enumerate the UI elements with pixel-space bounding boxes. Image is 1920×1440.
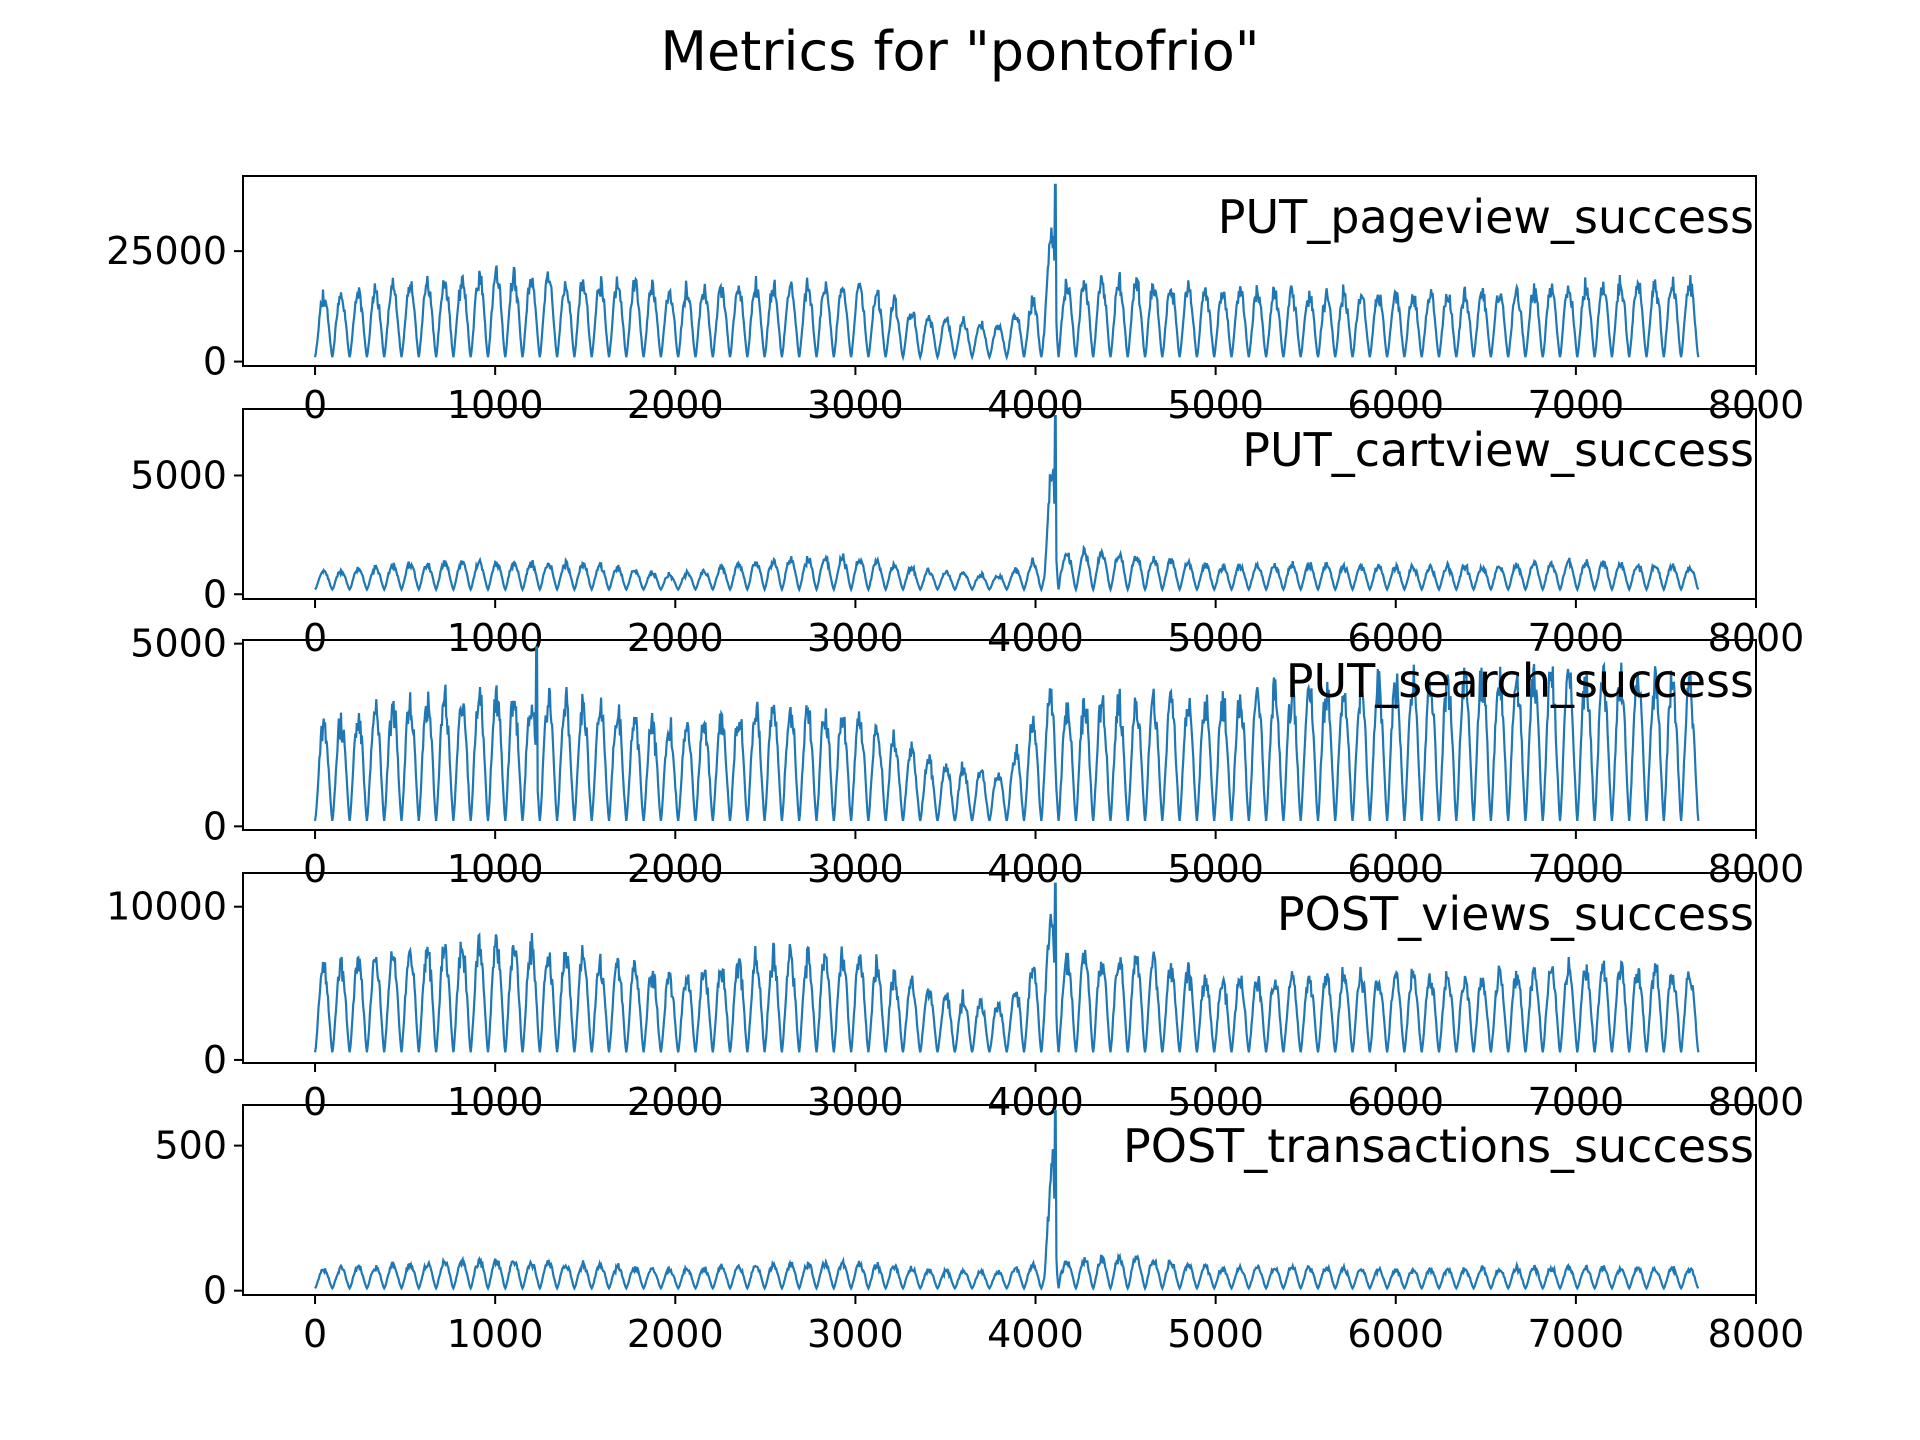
x-tick-label: 0 xyxy=(303,1080,327,1124)
x-tick-label: 1000 xyxy=(447,1080,544,1124)
y-tick-label: 500 xyxy=(154,1124,227,1168)
x-tick-label: 3000 xyxy=(807,847,904,891)
x-tick-label: 1000 xyxy=(447,1312,544,1356)
axes-frame xyxy=(242,639,1757,831)
x-tick-label: 7000 xyxy=(1528,383,1625,427)
x-tick-label: 7000 xyxy=(1528,1080,1625,1124)
x-tick-label: 4000 xyxy=(987,1312,1084,1356)
series-label: PUT_search_success xyxy=(1286,654,1754,708)
x-tick-label: 6000 xyxy=(1347,847,1444,891)
x-tick-label: 0 xyxy=(303,1312,327,1356)
series-label: PUT_pageview_success xyxy=(1218,190,1754,244)
x-tick-label: 3000 xyxy=(807,1080,904,1124)
series-label: POST_transactions_success xyxy=(1123,1119,1754,1173)
x-tick-label: 4000 xyxy=(987,1080,1084,1124)
y-tick-label: 25000 xyxy=(106,229,227,273)
x-tick-label: 5000 xyxy=(1167,847,1264,891)
x-tick-label: 2000 xyxy=(627,1080,724,1124)
x-tick-label: 4000 xyxy=(987,616,1084,660)
x-tick-label: 7000 xyxy=(1528,616,1625,660)
y-tick-label: 10000 xyxy=(106,885,227,929)
axes-frame xyxy=(242,175,1757,367)
axes-frame xyxy=(242,1104,1757,1296)
x-tick-label: 6000 xyxy=(1347,616,1444,660)
x-tick-label: 3000 xyxy=(807,383,904,427)
series-line xyxy=(313,882,1700,1053)
x-tick-label: 5000 xyxy=(1167,616,1264,660)
axes-frame xyxy=(242,408,1757,600)
x-tick-label: 5000 xyxy=(1167,1312,1264,1356)
y-tick-label: 5000 xyxy=(130,622,227,666)
subplot-5: 0 1000 2000 3000 4000 5000 6000 7000 8000 0 500 POS… xyxy=(154,1104,1805,1356)
x-tick-label: 7000 xyxy=(1528,847,1625,891)
x-tick-label: 1000 xyxy=(447,847,544,891)
x-tick-label: 1000 xyxy=(447,616,544,660)
x-tick-label: 2000 xyxy=(627,616,724,660)
x-tick-label: 0 xyxy=(303,847,327,891)
x-tick-label: 5000 xyxy=(1167,383,1264,427)
series-line xyxy=(313,646,1700,822)
y-tick-label: 0 xyxy=(203,572,227,616)
series-line xyxy=(314,1109,1700,1292)
x-tick-label: 6000 xyxy=(1347,1312,1444,1356)
x-tick-label: 5000 xyxy=(1167,1080,1264,1124)
x-tick-label: 2000 xyxy=(627,847,724,891)
x-tick-label: 6000 xyxy=(1347,1080,1444,1124)
x-tick-label: 6000 xyxy=(1347,383,1444,427)
x-tick-label: 8000 xyxy=(1708,1312,1805,1356)
x-tick-label: 1000 xyxy=(447,383,544,427)
x-tick-label: 2000 xyxy=(627,1312,724,1356)
x-tick-label: 7000 xyxy=(1528,1312,1625,1356)
subplot-3: 0 1000 2000 3000 4000 5000 6000 7000 800005000PU… xyxy=(130,622,1804,891)
x-tick-label: 0 xyxy=(303,383,327,427)
x-tick-label: 4000 xyxy=(987,383,1084,427)
x-tick-label: 2000 xyxy=(627,383,724,427)
y-tick-label: 5000 xyxy=(130,454,227,498)
y-tick-label: 0 xyxy=(203,340,227,384)
series-line xyxy=(314,415,1700,594)
y-tick-label: 0 xyxy=(203,804,227,848)
series-line xyxy=(313,183,1700,362)
subplot-1: 0 1000 2000 3000 4000 5000 6000 7000 8000025000P… xyxy=(106,175,1804,427)
axes-frame xyxy=(242,872,1757,1064)
figure-title: Metrics for "pontofrio" xyxy=(660,20,1260,83)
series-label: PUT_cartview_success xyxy=(1242,423,1754,477)
x-tick-label: 3000 xyxy=(807,616,904,660)
series-label: POST_views_success xyxy=(1277,887,1754,941)
x-tick-label: 0 xyxy=(303,616,327,660)
y-tick-label: 0 xyxy=(203,1269,227,1313)
y-tick-label: 0 xyxy=(203,1038,227,1082)
x-tick-label: 3000 xyxy=(807,1312,904,1356)
x-tick-label: 4000 xyxy=(987,847,1084,891)
